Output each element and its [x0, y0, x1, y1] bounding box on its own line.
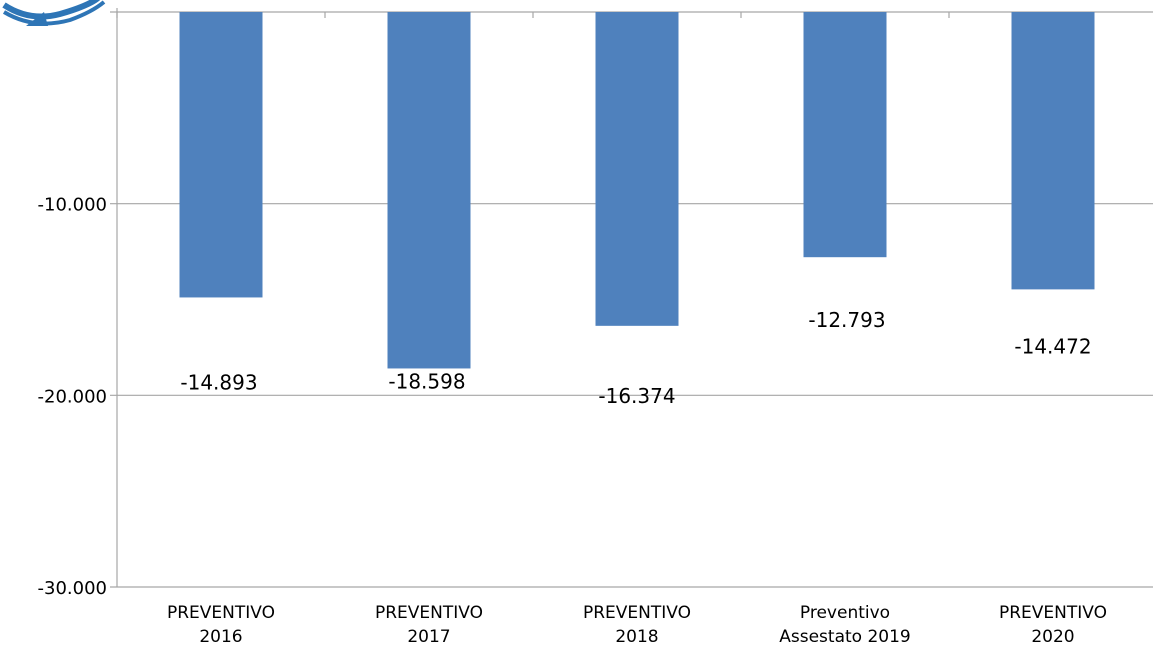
category-labels: PREVENTIVO 2016 PREVENTIVO 2017 PREVENTIVO 20… [167, 603, 1107, 647]
category-label: 2018 [615, 627, 658, 647]
bar [1011, 12, 1095, 290]
category-label: PREVENTIVO [583, 603, 691, 623]
y-tick-label: -20.000 [38, 386, 107, 407]
y-tick-labels: -10.000 -20.000 -30.000 [38, 195, 107, 599]
bar [595, 12, 679, 326]
category-label: Assestato 2019 [779, 627, 910, 647]
bars [179, 12, 1095, 369]
data-label: -18.598 [388, 369, 465, 393]
data-labels: -14.893 -18.598 -16.374 -12.793 -14.472 [180, 308, 1091, 408]
data-label: -14.893 [180, 370, 257, 394]
bar [803, 12, 887, 258]
category-label: Preventivo [800, 603, 890, 623]
category-label: PREVENTIVO [167, 603, 275, 623]
refresh-arrows-icon [2, 0, 106, 26]
data-label: -16.374 [598, 384, 675, 408]
data-label: -14.472 [1014, 334, 1091, 358]
y-tick-label: -10.000 [38, 195, 107, 216]
category-label: 2017 [407, 627, 450, 647]
bar [387, 12, 471, 369]
data-label: -12.793 [808, 308, 885, 332]
category-label: PREVENTIVO [999, 603, 1107, 623]
category-label: 2016 [199, 627, 242, 647]
y-tick-label: -30.000 [38, 578, 107, 599]
category-label: PREVENTIVO [375, 603, 483, 623]
bar [179, 12, 263, 298]
category-label: 2020 [1031, 627, 1074, 647]
